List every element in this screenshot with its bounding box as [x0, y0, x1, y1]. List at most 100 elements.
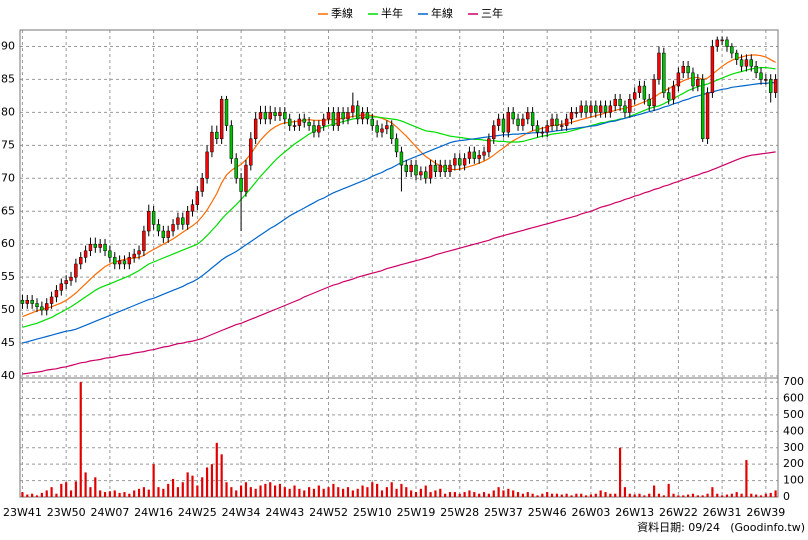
- volume-bar: [181, 482, 184, 497]
- candle-body: [273, 112, 277, 116]
- candle-body: [132, 253, 136, 258]
- candle-body: [642, 85, 647, 100]
- candle-body: [287, 118, 292, 126]
- candle-body: [482, 151, 486, 156]
- candle-body: [307, 122, 311, 126]
- candle-body: [487, 138, 491, 153]
- volume-bar: [667, 483, 670, 497]
- candle-body: [594, 105, 598, 113]
- volume-bar: [580, 493, 583, 497]
- candle-body: [224, 98, 229, 126]
- volume-bar: [721, 495, 724, 497]
- candle-body: [526, 112, 530, 120]
- volume-bar: [176, 487, 180, 497]
- candle-body: [74, 263, 78, 278]
- candle-body: [564, 118, 569, 126]
- legend-label: 三年: [481, 6, 503, 20]
- volume-bar: [774, 490, 777, 497]
- candle-body: [35, 303, 39, 308]
- y-tick-label: 80: [1, 105, 15, 118]
- volume-bar: [152, 464, 155, 497]
- y-tick-label: 45: [1, 336, 15, 349]
- candle-body: [142, 230, 146, 252]
- volume-bar: [162, 488, 165, 497]
- volume-bar: [113, 490, 116, 497]
- candle-body: [443, 164, 447, 172]
- candle-body: [190, 204, 195, 212]
- candle-body: [321, 118, 326, 126]
- candle-body: [759, 72, 763, 80]
- candle-body: [613, 98, 617, 107]
- candle-body: [312, 125, 316, 133]
- volume-bar: [376, 483, 379, 497]
- candle-body: [113, 257, 117, 265]
- volume-bar: [735, 492, 738, 497]
- volume-bar: [264, 483, 267, 497]
- volume-bar: [94, 477, 97, 497]
- candle-body: [59, 283, 64, 291]
- candle-body: [696, 79, 700, 87]
- candle-body: [501, 118, 506, 133]
- volume-bar: [487, 493, 490, 497]
- volume-bar: [653, 485, 656, 497]
- volume-bar: [468, 490, 471, 497]
- volume-bar: [565, 493, 568, 497]
- candle-body: [244, 164, 248, 192]
- candle-body: [409, 164, 413, 172]
- volume-bar: [531, 493, 534, 497]
- volume-bar: [701, 495, 704, 497]
- x-tick-label: 26W03: [571, 506, 610, 519]
- candle-body: [161, 230, 166, 238]
- volume-bar: [361, 485, 364, 497]
- candle-body: [715, 39, 719, 47]
- candle-body: [147, 211, 151, 232]
- footer-site: (Goodinfo.tw): [730, 521, 805, 534]
- candle-body: [122, 260, 127, 265]
- candle-body: [710, 46, 715, 93]
- candle-body: [730, 46, 734, 54]
- volume-bar: [424, 485, 427, 497]
- volume-tick-label: 600: [783, 392, 804, 405]
- volume-bar: [536, 495, 539, 497]
- volume-bar: [497, 487, 500, 497]
- candle-body: [521, 118, 525, 126]
- volume-bar: [322, 488, 325, 497]
- volume-bar: [599, 490, 602, 497]
- candle-body: [355, 105, 360, 120]
- candle-body: [351, 105, 355, 113]
- candle-body: [137, 250, 141, 255]
- volume-bar: [167, 483, 170, 497]
- candle-body: [278, 112, 282, 116]
- candle-body: [545, 125, 549, 133]
- candle-body: [589, 105, 593, 113]
- volume-bar: [662, 495, 665, 497]
- volume-bar: [123, 492, 126, 497]
- volume-bar: [390, 482, 393, 497]
- y-tick-label: 70: [1, 171, 15, 184]
- candle-body: [530, 112, 535, 126]
- volume-bar: [439, 488, 442, 497]
- ma-line: [22, 67, 776, 328]
- volume-bar: [128, 493, 131, 497]
- candle-body: [628, 98, 632, 113]
- candle-body: [647, 98, 651, 107]
- volume-bar: [215, 442, 218, 497]
- candle-body: [263, 112, 268, 120]
- candle-body: [234, 158, 238, 179]
- volume-bar: [35, 495, 39, 497]
- volume-bar: [142, 487, 145, 497]
- volume-bar: [65, 482, 68, 497]
- candle-body: [657, 52, 661, 80]
- volume-bar: [235, 490, 238, 497]
- volume-bar: [298, 488, 301, 497]
- candle-body: [297, 118, 302, 126]
- candle-body: [394, 138, 399, 153]
- candle-body: [45, 303, 49, 311]
- volume-bar: [171, 478, 175, 497]
- volume-bar: [672, 493, 675, 497]
- volume-bar: [706, 493, 709, 497]
- volume-bar: [108, 491, 111, 497]
- candle-body: [346, 112, 350, 120]
- candle-body: [744, 59, 749, 67]
- y-tick-label: 60: [1, 237, 15, 250]
